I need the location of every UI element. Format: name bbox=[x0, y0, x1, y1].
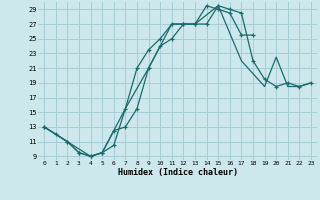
X-axis label: Humidex (Indice chaleur): Humidex (Indice chaleur) bbox=[118, 168, 238, 177]
